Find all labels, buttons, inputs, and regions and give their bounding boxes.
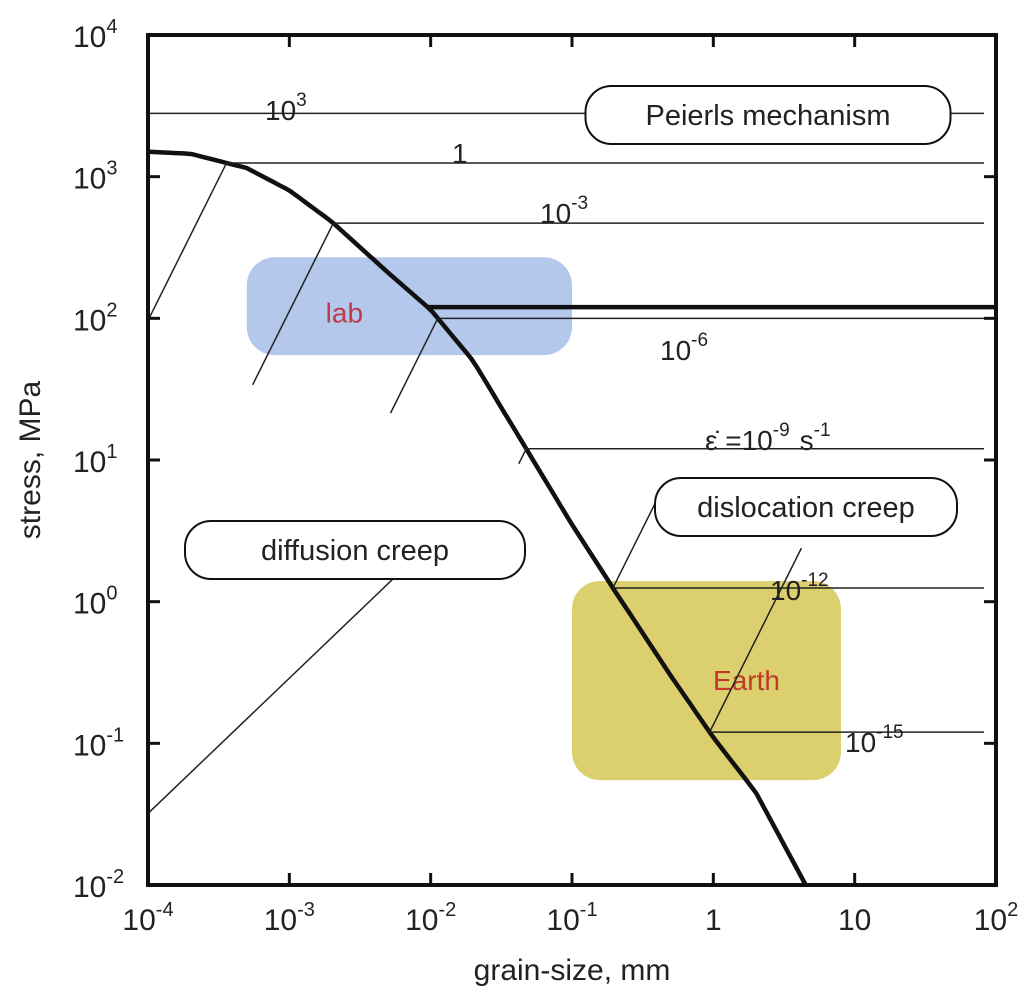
- x-tick-label-3: 10-1: [546, 899, 597, 937]
- y-tick-label-1: 10-1: [73, 724, 124, 762]
- contour-label-6-base: 10: [845, 727, 876, 758]
- contour-diagonal-5: [612, 499, 658, 589]
- contour-label-4: ε̇ =10-9 s-1: [705, 420, 831, 456]
- x-tick-label-4-base: 1: [705, 904, 722, 937]
- region-lab-label: lab: [326, 297, 363, 328]
- contour-label-0-exp: 3: [296, 90, 307, 111]
- contour-label-2-exp: -3: [571, 193, 588, 214]
- y-tick-label-0-base: 10: [73, 871, 106, 904]
- diffusion-creep-box: [184, 520, 526, 580]
- y-tick-label-2-base: 10: [73, 588, 106, 621]
- contour-diagonal-2: [251, 222, 334, 386]
- region-earth-label: Earth: [713, 665, 780, 696]
- contour-diagonal-3: [389, 317, 439, 414]
- x-tick-label-4: 1: [705, 904, 722, 937]
- y-tick-label-3: 101: [73, 441, 118, 479]
- y-tick-label-1-base: 10: [73, 729, 106, 762]
- labels-layer: Peierls mechanism dislocation creep diffus…: [184, 85, 958, 758]
- y-tick-label-6-base: 10: [73, 21, 106, 54]
- y-tick-label-1-exp: -1: [106, 724, 124, 746]
- ticks-layer: 10-4 10-3 10-2 10-1 1 10 10210-210-11001011021…: [73, 16, 1018, 937]
- x-tick-label-1: 10-3: [264, 899, 315, 937]
- y-tick-label-0: 10-2: [73, 866, 124, 904]
- x-tick-label-2-exp: -2: [438, 899, 456, 921]
- contour-diagonal-1: [148, 162, 228, 321]
- x-tick-label-3-exp: -1: [580, 899, 598, 921]
- contour-diagonal-extra: [148, 576, 396, 814]
- contour-label-0: 103: [265, 90, 307, 126]
- x-tick-label-6-base: 10: [974, 904, 1007, 937]
- y-axis-title: stress, MPa: [14, 381, 47, 540]
- contour-label-6: 10-15: [845, 722, 904, 758]
- y-tick-label-5-exp: 3: [106, 158, 117, 180]
- diffusion-creep-label: diffusion creep: [261, 535, 449, 567]
- contour-label-6-exp: -15: [876, 722, 903, 743]
- x-tick-label-5: 10: [838, 904, 871, 937]
- peierls-mechanism-box: [584, 85, 952, 145]
- contour-label-0-base: 10: [265, 95, 296, 126]
- contour-label-5: 10-12: [770, 570, 829, 606]
- y-tick-label-5-base: 10: [73, 163, 106, 196]
- contour-diagonal-4: [518, 448, 527, 465]
- contour-label-4-base: ε̇ =10: [705, 425, 773, 456]
- contour-label-4-exp: -9: [773, 420, 790, 441]
- x-tick-label-0-base: 10: [122, 904, 155, 937]
- contour-label-unit-exp: -1: [814, 420, 831, 441]
- contour-label-3-base: 10: [660, 335, 691, 366]
- dislocation-creep-label: dislocation creep: [697, 492, 915, 524]
- lines-layer: [148, 112, 996, 885]
- x-tick-label-1-exp: -3: [297, 899, 315, 921]
- y-tick-label-2: 100: [73, 583, 118, 621]
- y-tick-label-3-exp: 1: [106, 441, 117, 463]
- region-earth-box: [572, 580, 841, 781]
- y-tick-label-4-base: 10: [73, 304, 106, 337]
- y-tick-label-4-exp: 2: [106, 299, 117, 321]
- y-tick-label-6-exp: 4: [106, 16, 117, 38]
- contour-label-5-exp: -12: [801, 570, 828, 591]
- x-tick-label-2-base: 10: [405, 904, 438, 937]
- contour-label-unit: s: [800, 425, 814, 456]
- contour-label-3: 10-6: [660, 330, 708, 366]
- x-tick-label-0: 10-4: [122, 899, 173, 937]
- contour-diagonal-6: [708, 547, 803, 733]
- y-tick-label-6: 104: [73, 16, 118, 54]
- contour-label-3-exp: -6: [691, 330, 708, 351]
- contour-label-2: 10-3: [540, 193, 588, 229]
- x-tick-label-6-exp: 2: [1007, 899, 1018, 921]
- y-tick-label-3-base: 10: [73, 446, 106, 479]
- y-tick-label-0-exp: -2: [106, 866, 124, 888]
- y-tick-label-4: 102: [73, 299, 118, 337]
- contour-label-2-base: 10: [540, 198, 571, 229]
- x-tick-label-0-exp: -4: [156, 899, 174, 921]
- x-tick-label-1-base: 10: [264, 904, 297, 937]
- y-tick-label-2-exp: 0: [106, 583, 117, 605]
- contour-label-1-base: 1: [452, 138, 468, 169]
- contour-label-5-base: 10: [770, 575, 801, 606]
- contour-label-1: 1: [452, 138, 468, 169]
- x-tick-label-5-base: 10: [838, 904, 871, 937]
- boundary-curve: [148, 149, 808, 885]
- peierls-mechanism-label: Peierls mechanism: [646, 100, 891, 132]
- dislocation-creep-box: [654, 477, 958, 537]
- x-axis-title: grain-size, mm: [474, 954, 671, 987]
- x-tick-label-3-base: 10: [546, 904, 579, 937]
- x-tick-label-2: 10-2: [405, 899, 456, 937]
- y-tick-label-5: 103: [73, 158, 118, 196]
- region-lab-box: [246, 257, 572, 356]
- x-tick-label-6: 102: [974, 899, 1019, 937]
